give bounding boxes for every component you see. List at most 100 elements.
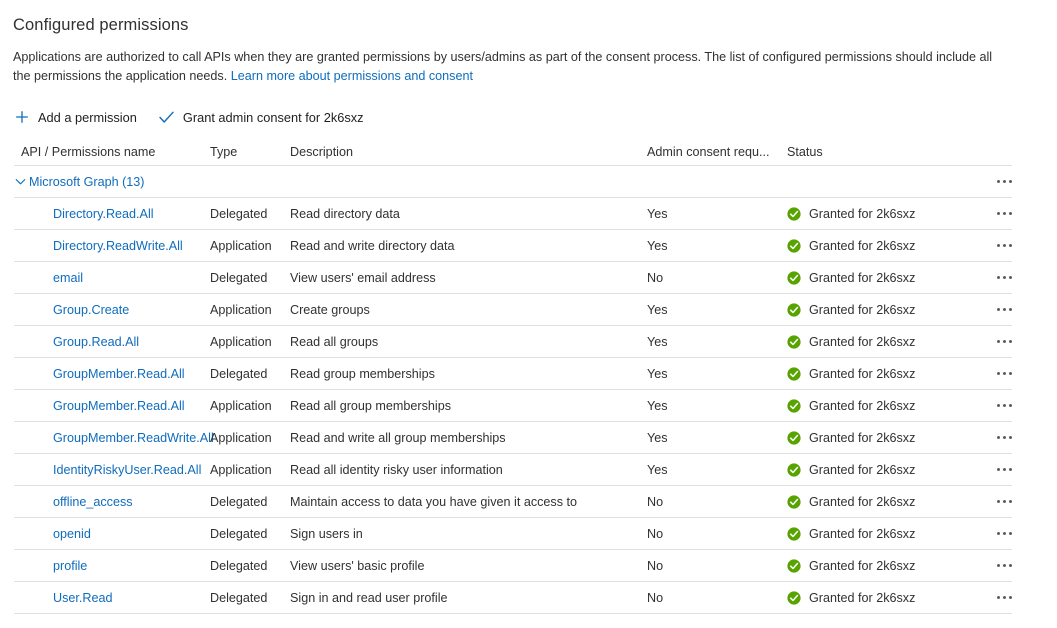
group-actions-cell <box>973 176 1033 187</box>
row-actions-cell <box>973 560 1033 571</box>
granted-check-icon <box>787 334 801 349</box>
permission-link[interactable]: GroupMember.ReadWrite.All <box>53 430 214 445</box>
permission-type-cell: Delegated <box>210 494 268 509</box>
admin-consent-required-cell: No <box>647 558 664 573</box>
permission-name-cell: openid <box>0 527 210 541</box>
granted-check-icon <box>787 558 801 573</box>
table-group-row-microsoft-graph[interactable]: Microsoft Graph (13) <box>0 166 1057 197</box>
table-row[interactable]: email Delegated View users' email addres… <box>0 262 1057 293</box>
table-row[interactable]: openid Delegated Sign users in No Grante… <box>0 518 1057 549</box>
permission-link[interactable]: User.Read <box>53 590 113 605</box>
more-actions-icon[interactable] <box>995 592 1014 603</box>
checkmark-icon <box>159 110 174 125</box>
table-row[interactable]: profile Delegated View users' basic prof… <box>0 550 1057 581</box>
permission-status-text: Granted for 2k6sxz <box>809 238 916 253</box>
granted-check-icon <box>787 494 801 509</box>
more-actions-icon[interactable] <box>995 400 1014 411</box>
permission-name-cell: Group.Read.All <box>0 335 210 349</box>
permission-description-cell: Read and write directory data <box>290 238 455 253</box>
more-actions-icon[interactable] <box>995 560 1014 571</box>
more-actions-icon[interactable] <box>995 432 1014 443</box>
permission-status-cell: Granted for 2k6sxz <box>787 303 973 317</box>
more-actions-icon[interactable] <box>995 336 1014 347</box>
more-actions-icon[interactable] <box>995 368 1014 379</box>
intro-text: Applications are authorized to call APIs… <box>13 50 993 83</box>
table-row[interactable]: offline_access Delegated Maintain access… <box>0 486 1057 517</box>
more-actions-icon[interactable] <box>995 176 1014 187</box>
permission-link[interactable]: openid <box>53 526 91 541</box>
more-actions-icon[interactable] <box>995 208 1014 219</box>
permission-status-text: Granted for 2k6sxz <box>809 206 916 221</box>
admin-consent-required-cell: Yes <box>647 302 668 317</box>
group-link-microsoft-graph[interactable]: Microsoft Graph (13) <box>29 174 145 189</box>
group-name-cell: Microsoft Graph (13) <box>0 175 210 189</box>
permission-link[interactable]: email <box>53 270 84 285</box>
permission-status-text: Granted for 2k6sxz <box>809 430 916 445</box>
admin-consent-required-cell: No <box>647 590 664 605</box>
grant-admin-consent-button[interactable]: Grant admin consent for 2k6sxz <box>159 110 364 125</box>
more-actions-icon[interactable] <box>995 240 1014 251</box>
row-actions-cell <box>973 208 1033 219</box>
permission-status-text: Granted for 2k6sxz <box>809 302 916 317</box>
chevron-down-icon[interactable] <box>14 175 27 188</box>
permission-status-text: Granted for 2k6sxz <box>809 462 916 477</box>
granted-check-icon <box>787 398 801 413</box>
permission-link[interactable]: profile <box>53 558 88 573</box>
permission-status-text: Granted for 2k6sxz <box>809 398 916 413</box>
granted-check-icon <box>787 302 801 317</box>
permission-description-cell: Sign users in <box>290 526 363 541</box>
permission-description-cell: Create groups <box>290 302 370 317</box>
more-actions-icon[interactable] <box>995 464 1014 475</box>
column-header-status[interactable]: Status <box>787 145 823 159</box>
table-row[interactable]: GroupMember.Read.All Delegated Read grou… <box>0 358 1057 389</box>
row-actions-cell <box>973 592 1033 603</box>
permission-type-cell: Delegated <box>210 366 268 381</box>
row-separator <box>14 581 1012 582</box>
permission-link[interactable]: Directory.Read.All <box>53 206 154 221</box>
learn-more-link[interactable]: Learn more about permissions and consent <box>230 68 473 83</box>
table-row[interactable]: GroupMember.ReadWrite.All Application Re… <box>0 422 1057 453</box>
more-actions-icon[interactable] <box>995 496 1014 507</box>
table-row[interactable]: Directory.Read.All Delegated Read direct… <box>0 198 1057 229</box>
column-header-type[interactable]: Type <box>210 145 238 159</box>
permission-description-cell: Read group memberships <box>290 366 435 381</box>
more-actions-icon[interactable] <box>995 528 1014 539</box>
permission-name-cell: GroupMember.ReadWrite.All <box>0 431 214 445</box>
permission-link[interactable]: IdentityRiskyUser.Read.All <box>53 462 202 477</box>
permission-name-cell: GroupMember.Read.All <box>0 367 210 381</box>
permission-link[interactable]: offline_access <box>53 494 133 509</box>
permissions-table: API / Permissions name Type Description … <box>0 139 1057 614</box>
table-row[interactable]: Directory.ReadWrite.All Application Read… <box>0 230 1057 261</box>
table-row[interactable]: User.Read Delegated Sign in and read use… <box>0 582 1057 613</box>
permission-link[interactable]: Directory.ReadWrite.All <box>53 238 183 253</box>
more-actions-icon[interactable] <box>995 304 1014 315</box>
permission-link[interactable]: Group.Create <box>53 302 130 317</box>
permission-status-cell: Granted for 2k6sxz <box>787 271 973 285</box>
granted-check-icon <box>787 590 801 605</box>
row-actions-cell <box>973 464 1033 475</box>
add-a-permission-button[interactable]: Add a permission <box>14 110 137 125</box>
table-row[interactable]: Group.Read.All Application Read all grou… <box>0 326 1057 357</box>
permission-description-cell: Read and write all group memberships <box>290 430 506 445</box>
column-header-description[interactable]: Description <box>290 145 353 159</box>
admin-consent-required-cell: Yes <box>647 398 668 413</box>
permission-description-cell: Sign in and read user profile <box>290 590 448 605</box>
table-row[interactable]: GroupMember.Read.All Application Read al… <box>0 390 1057 421</box>
admin-consent-required-cell: Yes <box>647 462 668 477</box>
permission-status-text: Granted for 2k6sxz <box>809 270 916 285</box>
permission-description-cell: Read directory data <box>290 206 400 221</box>
table-row[interactable]: Group.Create Application Create groups Y… <box>0 294 1057 325</box>
permission-status-text: Granted for 2k6sxz <box>809 590 916 605</box>
permission-type-cell: Application <box>210 430 272 445</box>
add-a-permission-label: Add a permission <box>38 109 137 125</box>
permission-link[interactable]: GroupMember.Read.All <box>53 398 185 413</box>
column-header-name[interactable]: API / Permissions name <box>21 145 156 159</box>
column-header-admin-consent[interactable]: Admin consent requ... <box>647 145 770 159</box>
permission-name-cell: Group.Create <box>0 303 210 317</box>
permission-link[interactable]: Group.Read.All <box>53 334 140 349</box>
more-actions-icon[interactable] <box>995 272 1014 283</box>
row-actions-cell <box>973 368 1033 379</box>
permission-link[interactable]: GroupMember.Read.All <box>53 366 185 381</box>
table-row[interactable]: IdentityRiskyUser.Read.All Application R… <box>0 454 1057 485</box>
